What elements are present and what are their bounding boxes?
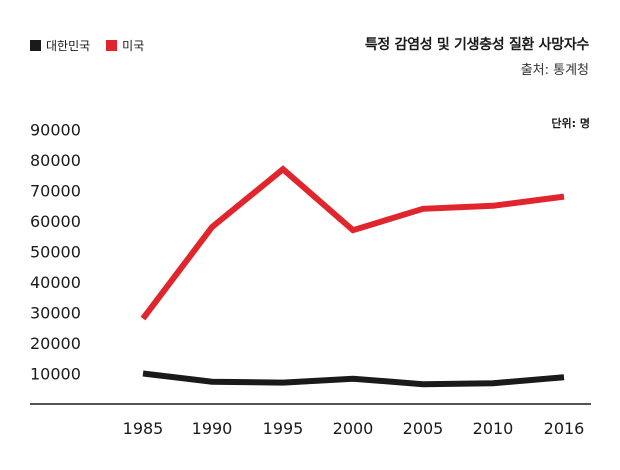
x-tick-label: 2000: [333, 419, 374, 438]
y-tick-label: 20000: [30, 334, 81, 353]
legend-label-usa: 미국: [122, 39, 145, 53]
y-tick-label: 30000: [30, 304, 81, 323]
legend-swatch-korea: [30, 40, 41, 51]
legend: 대한민국 미국: [30, 37, 144, 54]
x-tick-label: 1985: [123, 419, 164, 438]
series-line-usa: [140, 165, 565, 321]
x-tick-label: 2005: [403, 419, 444, 438]
y-tick-label: 60000: [30, 212, 81, 231]
legend-item-korea: 대한민국: [30, 37, 90, 54]
x-tick-label: 1990: [192, 419, 233, 438]
legend-item-usa: 미국: [106, 37, 144, 54]
chart-source: 출처: 통계청: [520, 63, 589, 78]
x-tick-label: 1995: [263, 419, 304, 438]
series-line-korea: [142, 370, 565, 388]
y-tick-label: 50000: [30, 243, 81, 262]
legend-swatch-usa: [106, 40, 118, 51]
x-tick-label: 2016: [544, 419, 585, 438]
x-tick-label: 2010: [473, 419, 514, 438]
unit-label: 단위: 명: [551, 117, 590, 130]
y-tick-label: 70000: [30, 182, 81, 201]
y-tick-label: 10000: [30, 365, 81, 384]
legend-label-korea: 대한민국: [46, 39, 91, 53]
chart-title-block: 특정 감염성 및 기생충성 질환 사망자수 출처: 통계청: [365, 34, 589, 78]
y-tick-label: 80000: [30, 151, 81, 170]
y-tick-label: 90000: [30, 121, 81, 140]
chart-title: 특정 감염성 및 기생충성 질환 사망자수: [364, 37, 589, 53]
y-tick-label: 40000: [30, 273, 81, 292]
